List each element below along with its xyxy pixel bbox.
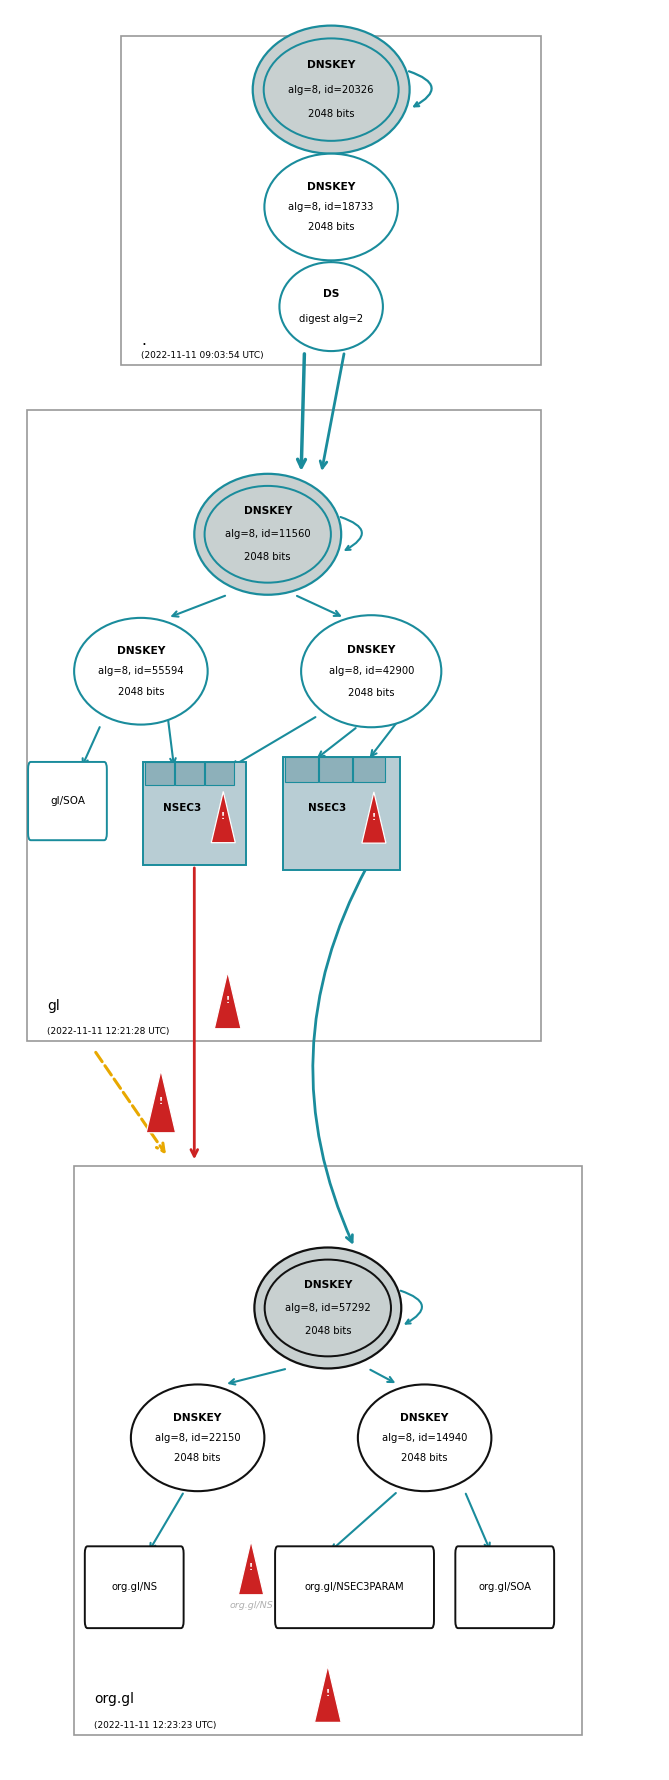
Text: 2048 bits: 2048 bits — [118, 687, 164, 696]
Polygon shape — [147, 1070, 175, 1132]
Text: (2022-11-11 12:23:23 UTC): (2022-11-11 12:23:23 UTC) — [94, 1721, 217, 1730]
Text: alg=8, id=22150: alg=8, id=22150 — [155, 1433, 240, 1444]
Text: 2048 bits: 2048 bits — [348, 687, 395, 698]
Ellipse shape — [264, 153, 398, 260]
Ellipse shape — [280, 262, 383, 351]
Text: alg=8, id=42900: alg=8, id=42900 — [328, 666, 414, 676]
Polygon shape — [211, 792, 235, 842]
Text: 2048 bits: 2048 bits — [308, 109, 355, 119]
Text: 2048 bits: 2048 bits — [308, 222, 355, 231]
Text: NSEC3: NSEC3 — [308, 803, 347, 813]
Ellipse shape — [358, 1385, 492, 1492]
Text: org.gl/NS: org.gl/NS — [111, 1582, 157, 1593]
FancyBboxPatch shape — [121, 36, 541, 365]
Polygon shape — [314, 1666, 341, 1723]
Text: gl/SOA: gl/SOA — [50, 796, 85, 806]
Text: (2022-11-11 12:21:28 UTC): (2022-11-11 12:21:28 UTC) — [47, 1027, 170, 1036]
FancyBboxPatch shape — [85, 1547, 183, 1629]
Ellipse shape — [301, 616, 442, 728]
Text: NSEC3: NSEC3 — [163, 803, 201, 813]
Text: !: ! — [159, 1096, 163, 1105]
Text: DNSKEY: DNSKEY — [401, 1413, 449, 1422]
Text: 2048 bits: 2048 bits — [304, 1326, 351, 1337]
Polygon shape — [362, 792, 386, 844]
Text: gl: gl — [47, 999, 60, 1013]
FancyBboxPatch shape — [27, 409, 541, 1041]
Text: DNSKEY: DNSKEY — [173, 1413, 222, 1422]
FancyBboxPatch shape — [28, 762, 107, 840]
Text: DNSKEY: DNSKEY — [116, 646, 165, 657]
Polygon shape — [238, 1541, 264, 1595]
Polygon shape — [214, 972, 241, 1029]
FancyBboxPatch shape — [319, 758, 352, 781]
Ellipse shape — [254, 1248, 401, 1369]
FancyBboxPatch shape — [283, 758, 399, 870]
Text: (2022-11-11 09:03:54 UTC): (2022-11-11 09:03:54 UTC) — [141, 351, 264, 360]
Ellipse shape — [253, 25, 409, 153]
FancyBboxPatch shape — [353, 758, 385, 781]
Text: !: ! — [326, 1689, 330, 1698]
FancyBboxPatch shape — [142, 762, 246, 865]
Text: DNSKEY: DNSKEY — [347, 644, 395, 655]
Text: DNSKEY: DNSKEY — [307, 182, 355, 192]
FancyBboxPatch shape — [286, 758, 318, 781]
Text: !: ! — [221, 812, 225, 821]
Text: DNSKEY: DNSKEY — [244, 506, 292, 516]
Text: org.gl/SOA: org.gl/SOA — [478, 1582, 531, 1593]
Ellipse shape — [194, 473, 341, 595]
Text: org.gl/NSEC3PARAM: org.gl/NSEC3PARAM — [304, 1582, 404, 1593]
Text: alg=8, id=14940: alg=8, id=14940 — [382, 1433, 468, 1444]
Text: alg=8, id=57292: alg=8, id=57292 — [285, 1303, 371, 1314]
Ellipse shape — [74, 618, 207, 724]
FancyBboxPatch shape — [456, 1547, 554, 1629]
Text: org.gl/NS: org.gl/NS — [229, 1600, 273, 1609]
FancyBboxPatch shape — [175, 762, 204, 785]
Text: .: . — [141, 333, 146, 347]
FancyBboxPatch shape — [74, 1166, 581, 1736]
Text: alg=8, id=11560: alg=8, id=11560 — [225, 529, 310, 539]
Text: DNSKEY: DNSKEY — [304, 1280, 352, 1290]
Text: 2048 bits: 2048 bits — [244, 552, 291, 562]
Text: digest alg=2: digest alg=2 — [299, 313, 363, 324]
Text: org.gl: org.gl — [94, 1693, 134, 1707]
Text: !: ! — [372, 813, 376, 822]
Text: !: ! — [225, 995, 229, 1004]
Text: 2048 bits: 2048 bits — [401, 1452, 448, 1463]
Ellipse shape — [131, 1385, 264, 1492]
Text: alg=8, id=20326: alg=8, id=20326 — [288, 85, 374, 94]
FancyBboxPatch shape — [275, 1547, 434, 1629]
FancyBboxPatch shape — [205, 762, 234, 785]
Text: DS: DS — [323, 288, 339, 299]
Text: !: ! — [249, 1563, 253, 1572]
Text: 2048 bits: 2048 bits — [175, 1452, 221, 1463]
FancyBboxPatch shape — [145, 762, 174, 785]
Text: alg=8, id=18733: alg=8, id=18733 — [288, 201, 374, 212]
Text: alg=8, id=55594: alg=8, id=55594 — [98, 666, 184, 676]
Text: DNSKEY: DNSKEY — [307, 61, 355, 69]
